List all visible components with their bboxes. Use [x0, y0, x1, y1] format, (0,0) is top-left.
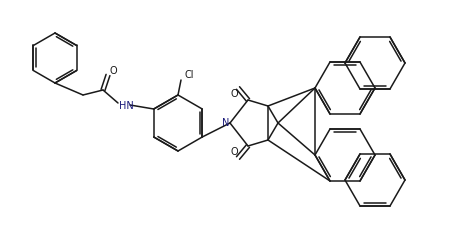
Text: O: O — [230, 147, 238, 157]
Text: Cl: Cl — [184, 70, 194, 80]
Text: O: O — [230, 89, 238, 99]
Text: N: N — [222, 118, 230, 128]
Text: O: O — [109, 66, 117, 76]
Text: HN: HN — [119, 101, 133, 111]
